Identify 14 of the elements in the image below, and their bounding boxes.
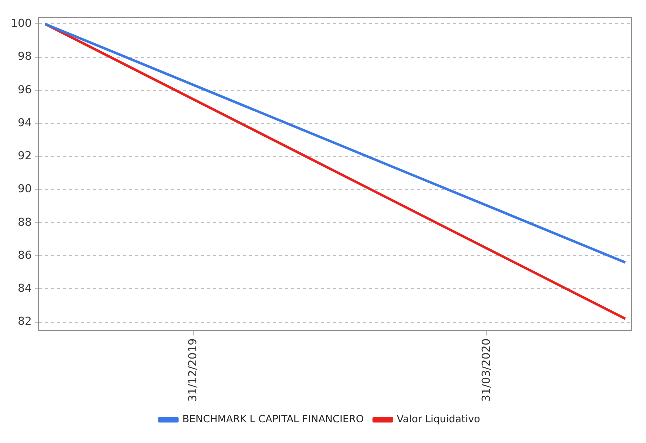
y-tick-label: 98 <box>18 50 32 64</box>
y-tick-label: 94 <box>18 116 32 130</box>
y-tick-label: 100 <box>10 17 32 30</box>
x-tick-label: 31/03/2020 <box>480 338 493 402</box>
legend-label: Valor Liquidativo <box>396 414 480 426</box>
y-tick-label: 86 <box>18 248 32 262</box>
y-tick-label: 90 <box>18 182 32 196</box>
legend-label: BENCHMARK L CAPITAL FINANCIERO <box>182 414 364 426</box>
y-tick-label: 92 <box>18 150 32 163</box>
y-tick-label: 88 <box>18 216 32 229</box>
y-tick-label: 84 <box>18 282 32 296</box>
x-tick-label: 31/12/2019 <box>186 338 200 402</box>
y-tick-label: 96 <box>18 83 32 96</box>
y-tick-label: 82 <box>18 315 32 328</box>
